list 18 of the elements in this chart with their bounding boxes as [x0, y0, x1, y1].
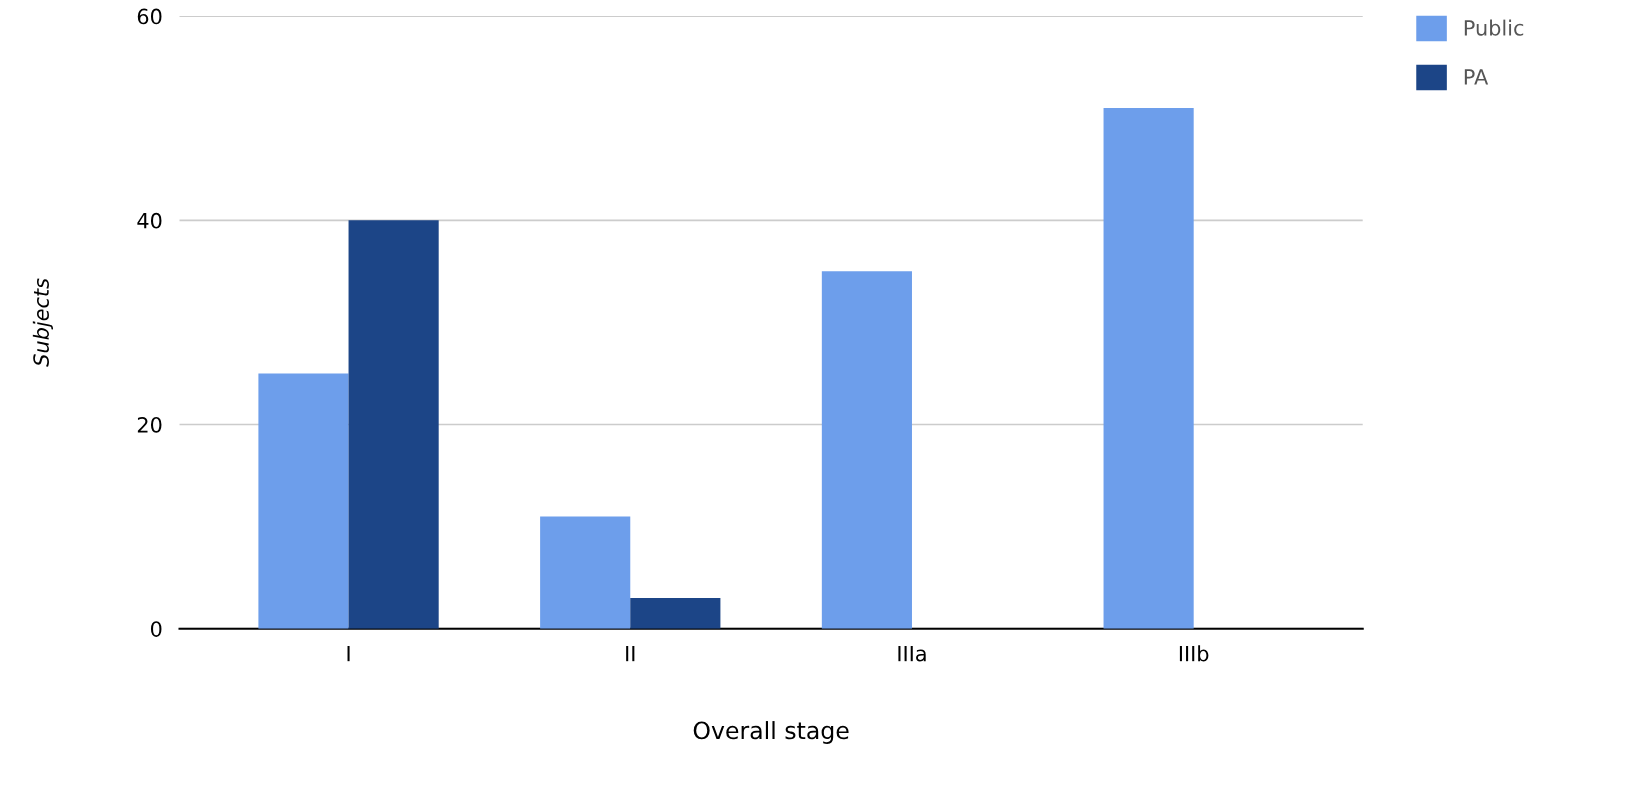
y-tick-label: 60	[137, 8, 162, 25]
y-tick-label: 40	[137, 212, 162, 229]
bar	[540, 516, 631, 629]
bar	[821, 271, 912, 629]
x-tick-label: II	[626, 645, 635, 662]
bar	[630, 598, 721, 629]
bar	[348, 220, 439, 629]
legend-label: PA	[1464, 69, 1489, 85]
y-axis-title: Subjects	[32, 278, 54, 367]
y-tick-label: 20	[137, 416, 162, 433]
legend-label: Public	[1464, 19, 1524, 36]
x-tick-label: IIIb	[1179, 645, 1209, 662]
x-tick-label: I	[347, 645, 350, 662]
x-axis-title: Overall stage	[693, 721, 849, 744]
x-tick-label: IIIa	[898, 645, 926, 662]
bar	[1103, 108, 1194, 629]
bar	[258, 373, 349, 629]
y-tick-label: 0	[150, 621, 162, 637]
